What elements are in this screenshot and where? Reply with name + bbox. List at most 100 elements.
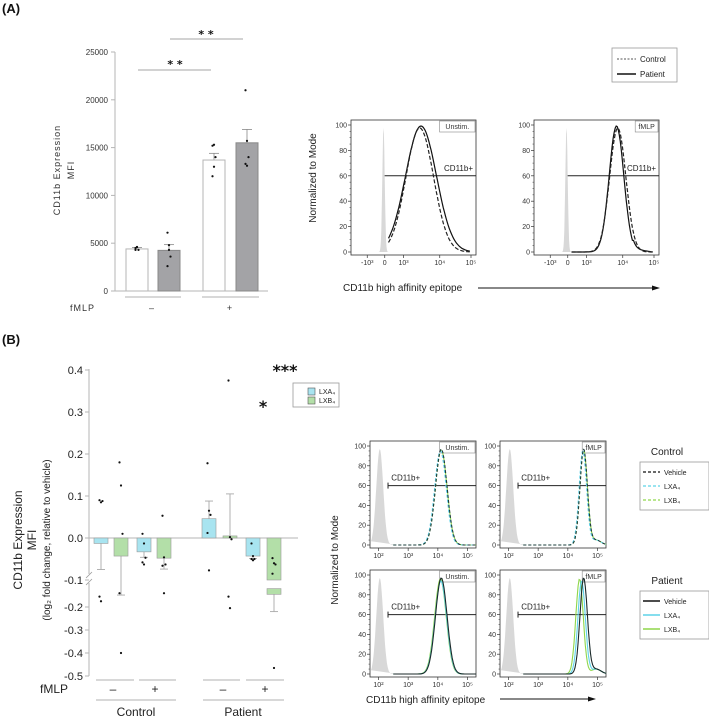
b-data-point xyxy=(271,572,274,575)
a-patient-curve xyxy=(387,125,470,252)
b-hist-1-x-tick-label: 10⁵ xyxy=(592,553,603,560)
panel-a-bar-chart: 0 5000 10000 15000 20000 25000 CD11b Expressi… xyxy=(52,28,268,313)
a-data-point xyxy=(212,143,216,146)
a-hist-0-y-tick-label: 40 xyxy=(339,199,347,206)
b-data-point xyxy=(144,556,147,559)
b-isotype-peak xyxy=(371,449,398,545)
a-ylabel-1: CD11b Expression xyxy=(52,125,62,215)
b-legend-lxb4: LXB₄ xyxy=(319,398,335,405)
b-hist-1-y-tick-label: 20 xyxy=(488,523,496,530)
a-data-point xyxy=(167,248,171,251)
b-hist-1-y-tick-label: 80 xyxy=(488,463,496,470)
b-data-point xyxy=(227,379,230,382)
b-sig-star-lxa4: * xyxy=(259,397,268,416)
b-isotype-peak xyxy=(371,578,398,674)
a-hist-1-x-tick-label: 10⁴ xyxy=(617,260,628,267)
b-data-point xyxy=(164,563,167,566)
b-isotype-peak xyxy=(501,578,528,674)
a-hist-0-y-tick-label: 20 xyxy=(339,224,347,231)
b-legend-control-lxa4: LXA₄ xyxy=(664,484,680,491)
b-hist-2-y-tick-label: 20 xyxy=(358,652,366,659)
b-bar-lxa4 xyxy=(201,518,217,539)
b-data-point xyxy=(162,556,166,559)
b-fmlp-plus-control: + xyxy=(151,682,158,696)
b-data-point xyxy=(228,536,232,539)
panel-label-a: (A) xyxy=(2,1,20,16)
b-data-point xyxy=(209,513,212,517)
b-axis-break-mark xyxy=(85,578,93,586)
b-bar-lxa4 xyxy=(245,537,261,557)
a-hist-1-title-box xyxy=(634,120,659,133)
a-legend-patient: Patient xyxy=(640,70,666,79)
b-axis-break-mark xyxy=(85,571,93,579)
a-group-plus: + xyxy=(227,303,233,313)
b-y-tick-label: -0.5 xyxy=(64,671,83,683)
b-hist-0-frame xyxy=(369,440,477,549)
a-hist-0-title-box xyxy=(439,120,476,133)
b-legend-patient-lxb4: LXB₄ xyxy=(664,627,680,634)
b-histogram-control-fmlp: 0 20 40 60 80 100 10² 10³ 10⁴ 10⁵ fMLP CD11b+ xyxy=(484,440,607,560)
b-legend-box xyxy=(292,382,340,408)
b-data-point xyxy=(118,461,121,464)
b-hist-0-y-tick-label: 100 xyxy=(354,444,366,451)
a-data-point xyxy=(166,265,169,268)
b-data-point xyxy=(251,554,255,558)
b-hist-3-title-box xyxy=(581,570,606,583)
a-data-point xyxy=(134,248,137,251)
b-bar-lxa4 xyxy=(136,537,152,553)
b-data-point xyxy=(206,531,209,535)
a-y-tick-label: 10000 xyxy=(86,191,109,200)
b-hist-3-y-tick-label: 80 xyxy=(488,592,496,599)
b-data-point xyxy=(230,538,233,541)
b-data-point xyxy=(142,563,146,566)
b-hist-3-x-tick-label: 10³ xyxy=(533,682,544,689)
a-data-point xyxy=(245,139,249,143)
b-hist-1-x-tick-label: 10⁴ xyxy=(562,553,573,560)
b-data-point xyxy=(161,514,164,517)
b-data-point xyxy=(272,666,276,670)
a-hist-1-frame xyxy=(533,119,660,256)
a-y-tick-label: 5000 xyxy=(90,239,108,248)
b-y-tick-label: -0.3 xyxy=(64,625,83,637)
a-data-point xyxy=(244,89,247,92)
b-fmlp-minus-patient: – xyxy=(220,682,227,696)
b-data-point xyxy=(141,532,144,535)
b-hist-0-x-tick-label: 10² xyxy=(373,553,384,560)
b-hist-1-title: fMLP xyxy=(585,445,602,452)
b-hist-2-frame xyxy=(369,569,477,678)
a-hist-1-x-tick-label: 0 xyxy=(566,260,570,267)
b-hist-0-x-tick-label: 10³ xyxy=(403,553,414,560)
a-y-tick-label: 0 xyxy=(104,287,109,296)
a-sig-stars-patient: * * xyxy=(198,28,214,41)
a-isotype-peak xyxy=(376,128,391,252)
b-hist-1-title-box xyxy=(581,441,606,454)
a-hist-1-y-tick-label: 40 xyxy=(522,199,530,206)
b-hist-2-y-tick-label: 0 xyxy=(362,672,366,679)
b-y-tick-label: 0.4 xyxy=(68,365,83,377)
a-hist-ylabel: Normalized to Mode xyxy=(308,133,319,223)
panel-b-bar-chart: 0.4 0.3 0.2 0.1 0.0 -0.1 -0.2 -0.3 -0.4 -0.5 CD11… xyxy=(11,361,340,719)
b-hist-2-x-tick-label: 10⁵ xyxy=(462,682,473,689)
b-ylabel-3: (log₂ fold change, relative to vehicle) xyxy=(42,459,53,620)
b-hist-1-y-tick-label: 0 xyxy=(492,543,496,550)
b-data-point xyxy=(274,563,277,566)
b-data-point xyxy=(251,559,255,562)
b-hist-1-y-tick-label: 100 xyxy=(484,444,496,451)
b-legend-control-box xyxy=(639,461,709,511)
b-data-point xyxy=(101,499,104,503)
b-data-point xyxy=(121,532,124,535)
a-data-point xyxy=(247,156,250,159)
b-legend-swatch-lxa4 xyxy=(307,387,316,396)
b-lxa4-curve xyxy=(393,450,476,546)
a-isotype-peak xyxy=(559,128,574,252)
a-sig-stars-control: * * xyxy=(167,58,183,71)
b-histogram-control-unstim: 0 20 40 60 80 100 10² 10³ 10⁴ 10⁵ Unstim. CD11b+ xyxy=(354,440,477,560)
a-data-point xyxy=(166,231,169,234)
b-ylabel-2: MFI xyxy=(25,530,39,551)
b-legend-control-vehicle: Vehicle xyxy=(664,470,687,477)
b-y-tick-label: -0.1 xyxy=(64,575,83,587)
a-data-point xyxy=(211,175,214,178)
b-hist-0-y-tick-label: 80 xyxy=(358,463,366,470)
b-data-point xyxy=(98,595,101,598)
